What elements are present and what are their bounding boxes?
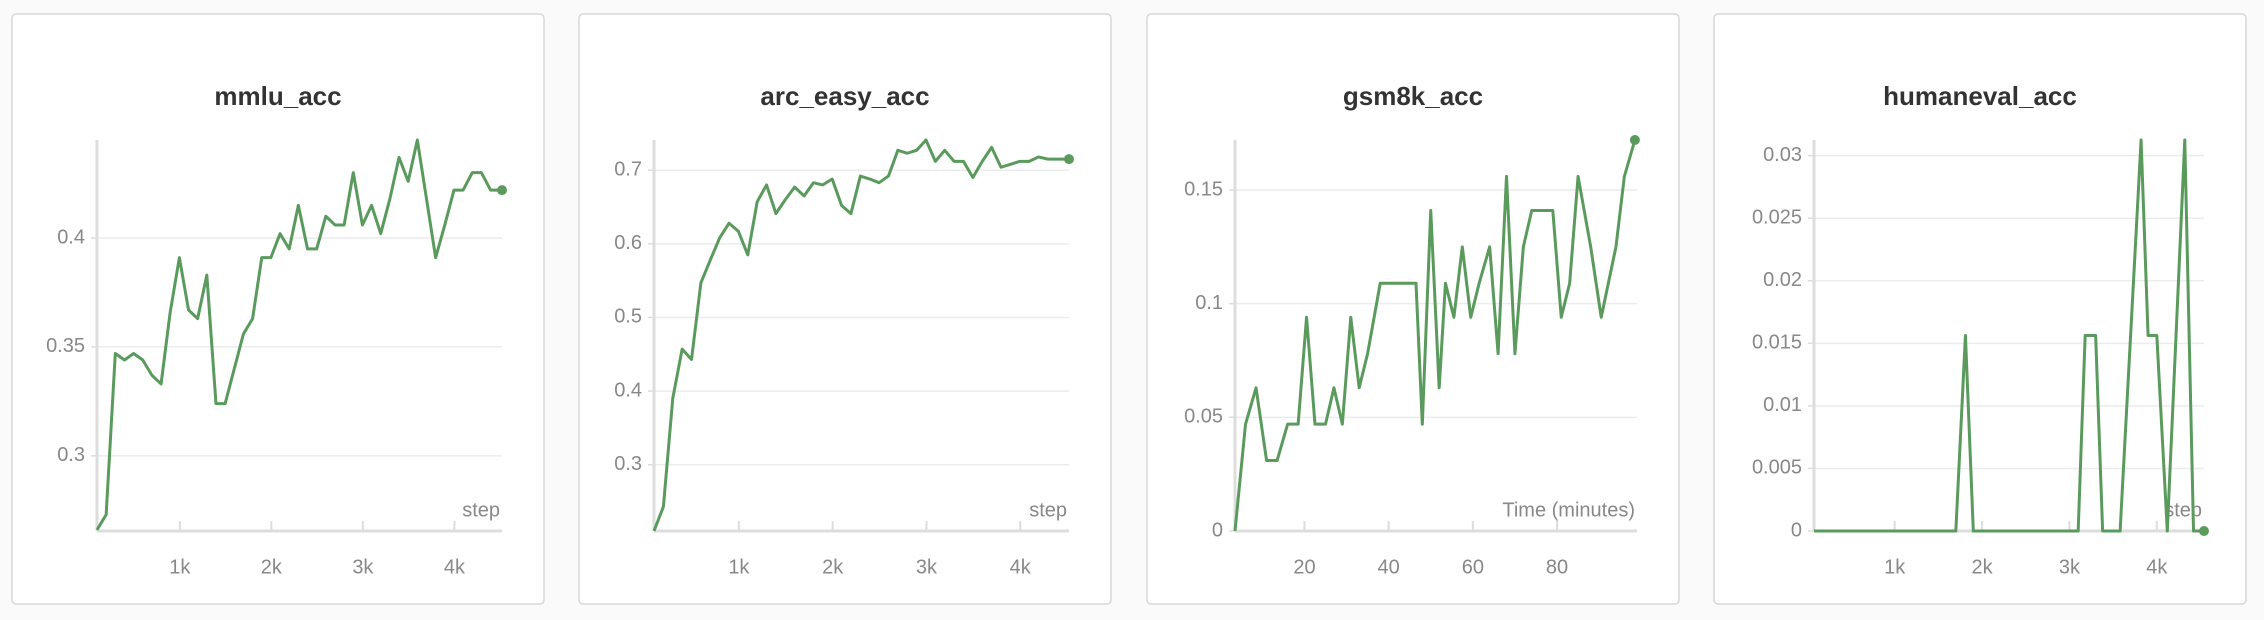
chart-title: mmlu_acc <box>214 81 341 111</box>
x-tick-label: 20 <box>1293 556 1315 578</box>
x-axis-label: step <box>1029 499 1067 521</box>
y-tick-label: 0.05 <box>1184 406 1223 428</box>
x-tick-label: 1k <box>728 556 750 578</box>
y-tick-label: 0.1 <box>1195 292 1223 314</box>
x-axis-label: step <box>462 499 500 521</box>
y-tick-label: 0.015 <box>1752 332 1802 354</box>
x-tick-label: 1k <box>1884 556 1906 578</box>
x-tick-label: 60 <box>1462 556 1484 578</box>
y-tick-label: 0.5 <box>614 306 642 328</box>
y-tick-label: 0.01 <box>1763 394 1802 416</box>
x-tick-label: 4k <box>444 556 466 578</box>
panel <box>578 13 1112 605</box>
end-point <box>1629 135 1640 145</box>
y-tick-label: 0.35 <box>46 335 85 357</box>
end-point <box>2199 526 2209 536</box>
x-tick-label: 3k <box>352 556 374 578</box>
y-tick-label: 0 <box>1212 519 1223 541</box>
y-tick-label: 0.6 <box>614 232 642 254</box>
x-tick-label: 40 <box>1378 556 1400 578</box>
x-tick-label: 3k <box>916 556 938 578</box>
y-tick-label: 0.02 <box>1763 269 1802 291</box>
end-point <box>1064 154 1074 165</box>
y-tick-label: 0 <box>1791 519 1802 541</box>
x-tick-label: 4k <box>1010 556 1032 578</box>
y-tick-label: 0.7 <box>614 158 642 180</box>
x-tick-label: 2k <box>261 556 283 578</box>
y-tick-label: 0.3 <box>57 444 85 466</box>
y-tick-label: 0.15 <box>1184 178 1223 200</box>
chart-title: gsm8k_acc <box>1343 81 1483 111</box>
series-line <box>1233 139 1637 532</box>
x-tick-label: 2k <box>1971 556 1993 578</box>
y-tick-label: 0.3 <box>614 453 642 475</box>
y-tick-label: 0.03 <box>1763 144 1802 166</box>
y-tick-label: 0.4 <box>614 379 642 401</box>
x-tick-label: 4k <box>2146 556 2168 578</box>
y-tick-label: 0.4 <box>57 226 85 248</box>
x-tick-label: 80 <box>1546 556 1568 578</box>
chart-title: arc_easy_acc <box>760 81 929 111</box>
series-line <box>1814 138 2204 533</box>
end-point <box>497 185 507 196</box>
x-tick-label: 3k <box>2059 556 2081 578</box>
panel <box>1713 13 2247 605</box>
y-tick-label: 0.025 <box>1752 206 1802 228</box>
x-tick-label: 1k <box>169 556 191 578</box>
chart-title: humaneval_acc <box>1883 81 2077 111</box>
series-line <box>652 138 1069 532</box>
x-tick-label: 2k <box>822 556 844 578</box>
series-line <box>95 138 502 531</box>
x-axis-label: Time (minutes) <box>1502 499 1635 521</box>
y-tick-label: 0.005 <box>1752 457 1802 479</box>
panel <box>1146 13 1680 605</box>
